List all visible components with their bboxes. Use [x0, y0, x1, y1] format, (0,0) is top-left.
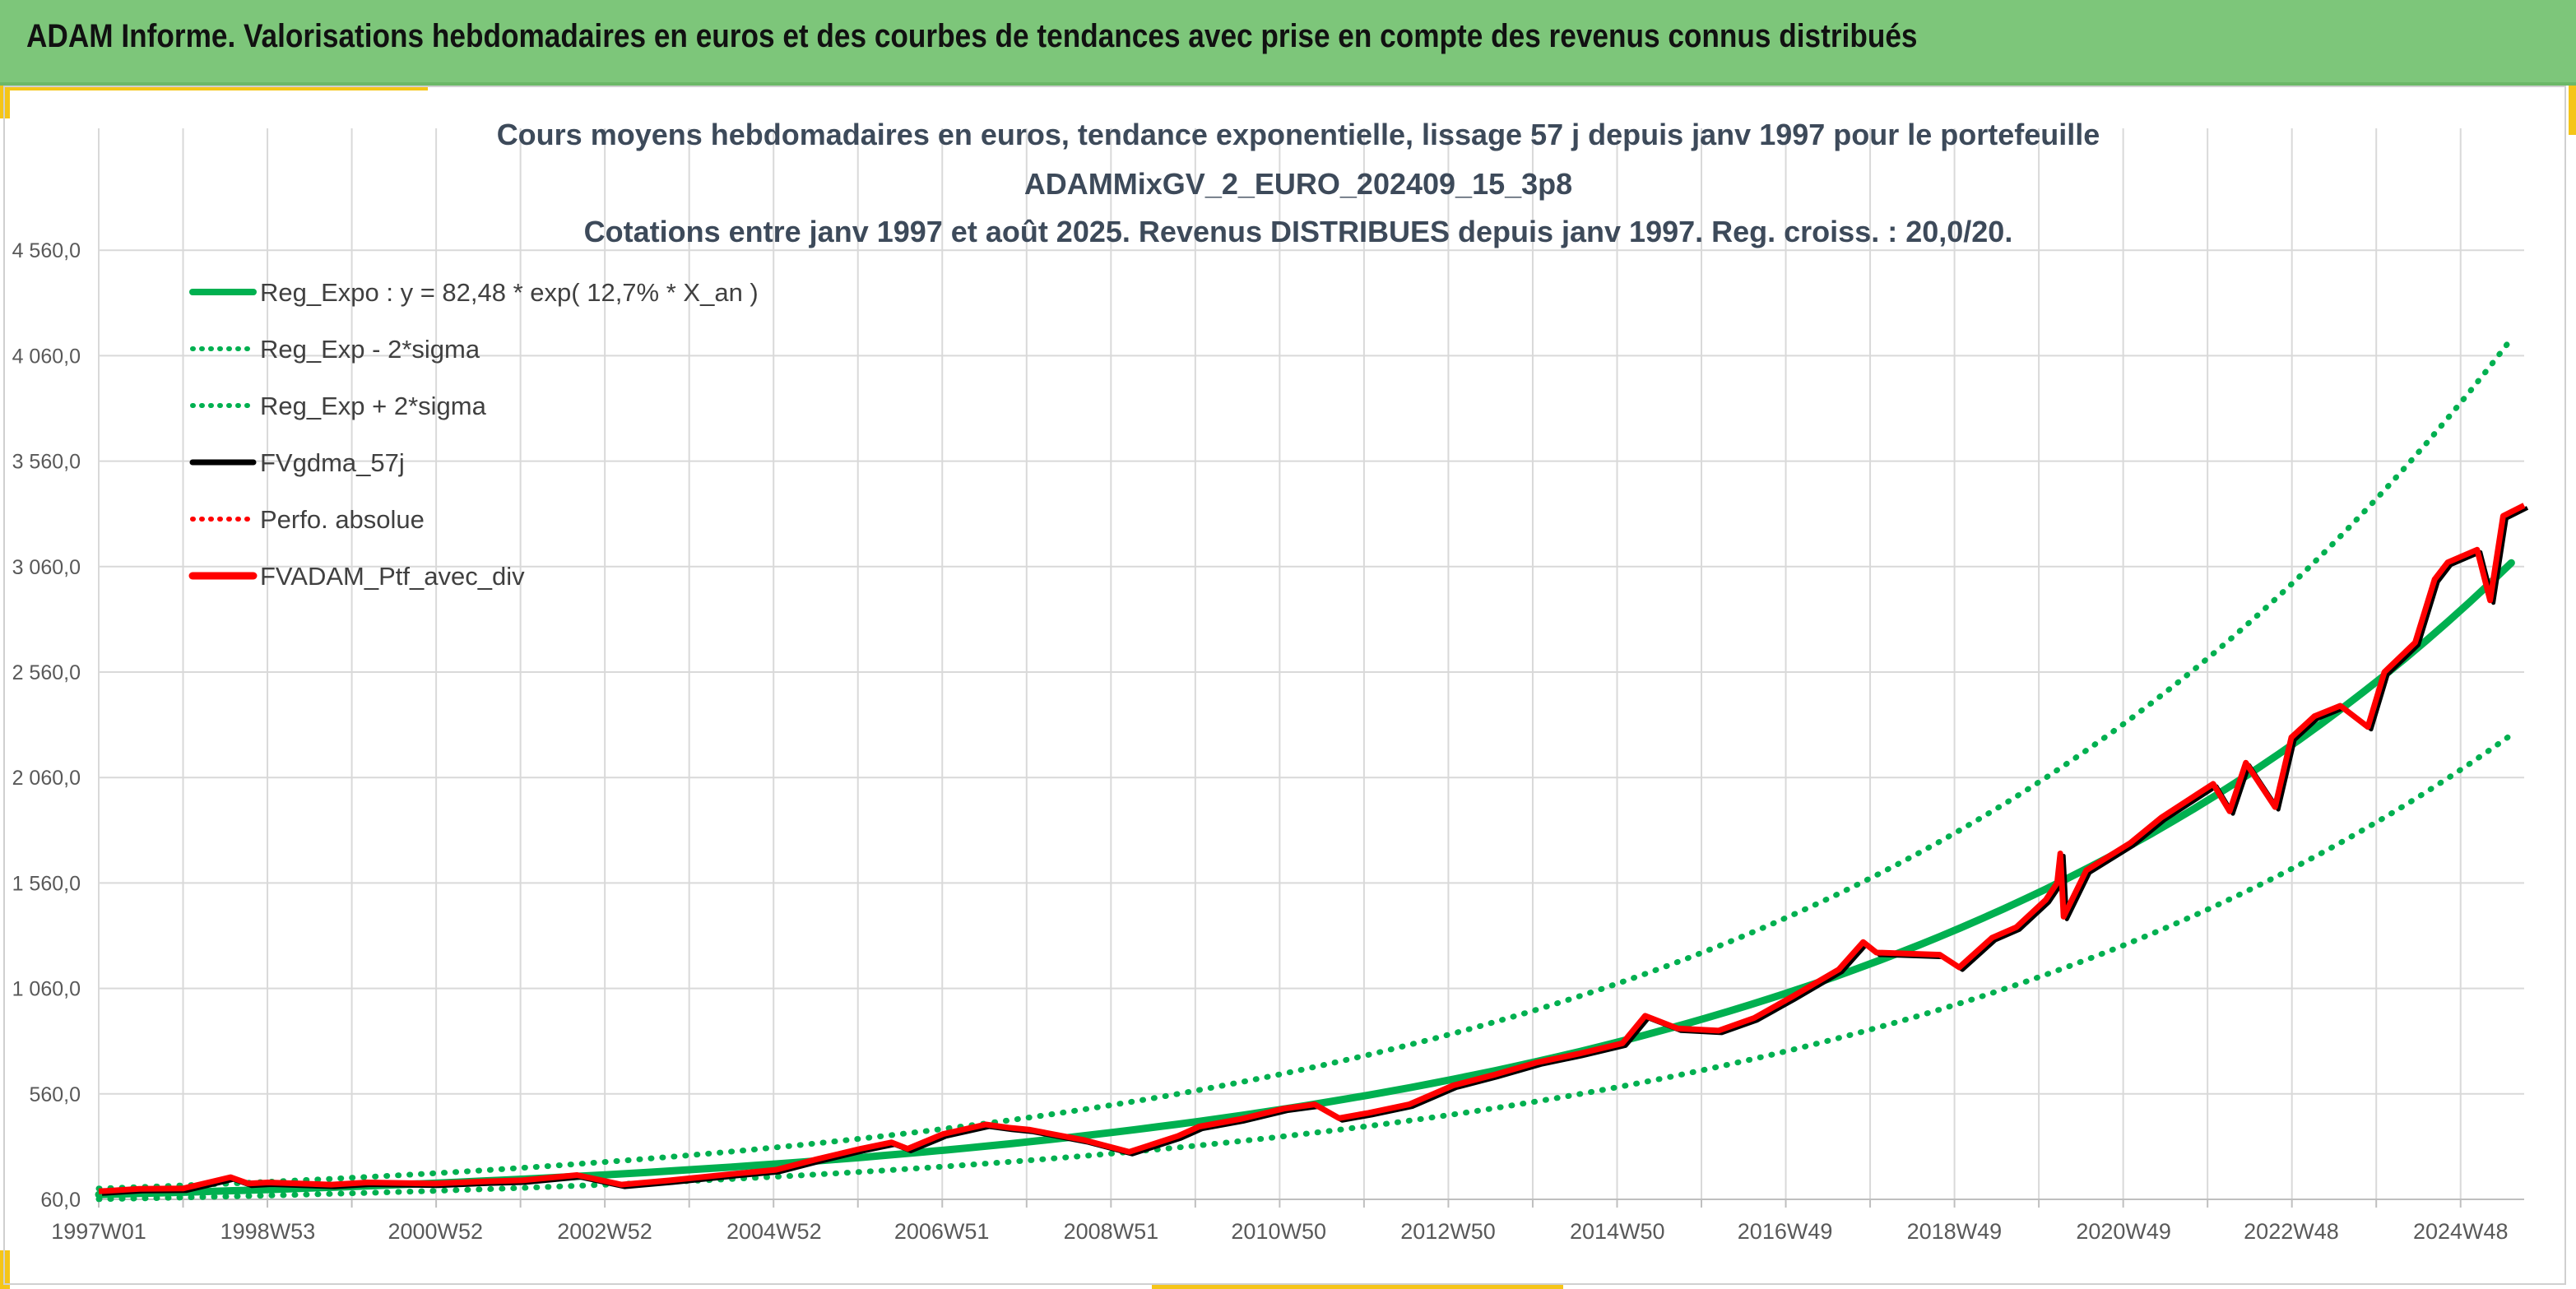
legend-label: FVADAM_Ptf_avec_div [260, 562, 525, 591]
series-fvgdma-57j [101, 506, 2529, 1196]
x-tick-label: 1998W53 [220, 1219, 316, 1244]
y-tick-label: 2 560,0 [12, 661, 81, 684]
series-layer [95, 336, 2529, 1203]
x-tick-label: 2016W49 [1738, 1219, 1833, 1244]
chart-legend: Reg_Expo : y = 82,48 * exp( 12,7% * X_an… [188, 278, 759, 591]
x-tick-label: 2014W50 [1570, 1219, 1665, 1244]
y-tick-label: 1 560,0 [12, 872, 81, 895]
accent-corner-top-right [2569, 86, 2576, 135]
series-reg-expo [95, 559, 2515, 1199]
x-tick-label: 2008W51 [1064, 1219, 1159, 1244]
y-tick-label: 3 060,0 [12, 556, 81, 579]
legend-label: Reg_Exp - 2*sigma [260, 335, 480, 364]
chart-title-line-1: Cours moyens hebdomadaires en euros, ten… [497, 118, 2100, 151]
x-tick-label: 2000W52 [388, 1219, 483, 1244]
accent-corner-top-left [0, 86, 10, 118]
x-tick-label: 2010W50 [1231, 1219, 1326, 1244]
legend-label: FVgdma_57j [260, 448, 405, 477]
x-tick-label: 2020W49 [2076, 1219, 2171, 1244]
legend-label: Reg_Expo : y = 82,48 * exp( 12,7% * X_an… [260, 278, 759, 307]
x-tick-label: 2012W50 [1400, 1219, 1496, 1244]
y-tick-label: 4 560,0 [12, 239, 81, 262]
y-tick-label: 60,0 [40, 1189, 81, 1212]
accent-bar-top [0, 86, 428, 90]
series-reg-exp-plus-2sigma [95, 336, 2514, 1192]
x-tick-label: 2024W48 [2413, 1219, 2509, 1244]
x-tick-label: 1997W01 [51, 1219, 146, 1244]
chart-title: Cours moyens hebdomadaires en euros, ten… [497, 118, 2100, 248]
accent-bar-bottom [1152, 1284, 1563, 1289]
x-tick-label: 2002W52 [557, 1219, 652, 1244]
y-tick-label: 3 560,0 [12, 451, 81, 474]
report-banner: ADAM Informe. Valorisations hebdomadaire… [0, 0, 2576, 86]
chart-grid [98, 128, 2524, 1208]
accent-corner-bottom-left [0, 1250, 10, 1289]
x-tick-label: 2004W52 [726, 1219, 822, 1244]
banner-title: ADAM Informe. Valorisations hebdomadaire… [26, 18, 1918, 54]
y-axis: 60,0 560,0 1 060,0 1 560,0 2 060,0 2 560,0 3 0… [12, 239, 81, 1212]
y-tick-label: 560,0 [29, 1083, 81, 1106]
x-tick-label: 2022W48 [2244, 1219, 2339, 1244]
x-tick-label: 2018W49 [1907, 1219, 2003, 1244]
series-reg-exp-minus-2sigma [95, 731, 2514, 1203]
y-tick-label: 4 060,0 [12, 345, 81, 368]
x-axis: 1997W01 1998W53 2000W52 2002W52 2004W52 2006W… [51, 1219, 2508, 1244]
chart-title-line-2: ADAMMixGV_2_EURO_202409_15_3p8 [1024, 167, 1572, 201]
series-fvadam-ptf-avec-div [98, 503, 2526, 1194]
chart-title-line-3: Cotations entre janv 1997 et août 2025. … [584, 215, 2013, 248]
legend-label: Perfo. absolue [260, 505, 425, 534]
legend-label: Reg_Exp + 2*sigma [260, 392, 487, 420]
x-tick-label: 2006W51 [894, 1219, 990, 1244]
chart-frame [3, 86, 2566, 1285]
y-tick-label: 1 060,0 [12, 978, 81, 1001]
y-tick-label: 2 060,0 [12, 767, 81, 790]
